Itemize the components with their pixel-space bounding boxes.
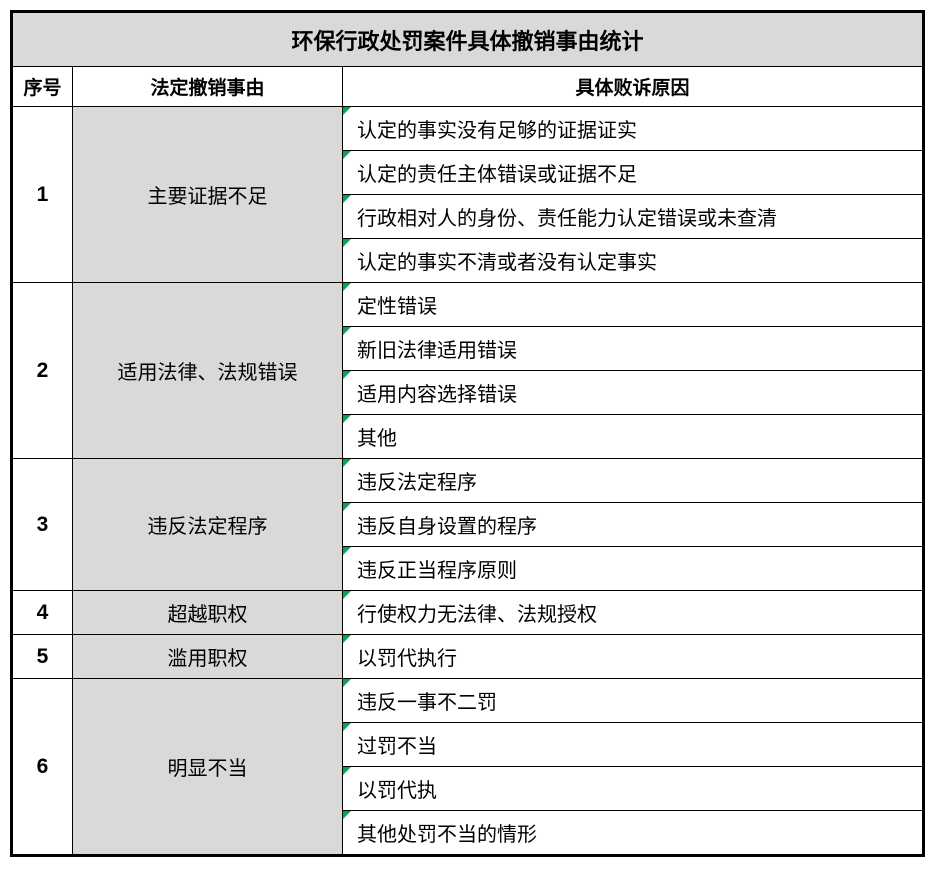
corner-marker-icon (343, 107, 351, 115)
category-cell: 适用法律、法规错误 (73, 283, 343, 459)
reason-text: 以罚代执行 (357, 642, 457, 671)
corner-marker-icon (343, 371, 351, 379)
header-row: 序号 法定撤销事由 具体败诉原因 (13, 67, 923, 107)
reason-cell: 新旧法律适用错误 (343, 327, 923, 371)
seq-cell: 5 (13, 635, 73, 679)
corner-marker-icon (343, 503, 351, 511)
reason-cell: 认定的责任主体错误或证据不足 (343, 151, 923, 195)
reason-text: 认定的责任主体错误或证据不足 (357, 158, 637, 187)
corner-marker-icon (343, 239, 351, 247)
category-text: 违反法定程序 (148, 510, 268, 539)
reason-cell: 违反自身设置的程序 (343, 503, 923, 547)
seq-cell: 4 (13, 591, 73, 635)
category-text: 明显不当 (168, 752, 248, 781)
seq-text: 2 (37, 359, 49, 383)
header-reason: 具体败诉原因 (343, 67, 923, 107)
table-row: 6 明显不当 违反一事不二罚 (13, 679, 923, 723)
table-row: 3 违反法定程序 违反法定程序 (13, 459, 923, 503)
seq-text: 6 (37, 755, 49, 779)
reason-cell: 认定的事实没有足够的证据证实 (343, 107, 923, 151)
reason-text: 以罚代执 (357, 774, 437, 803)
reason-text: 适用内容选择错误 (357, 378, 517, 407)
category-cell: 违反法定程序 (73, 459, 343, 591)
seq-cell: 6 (13, 679, 73, 855)
category-text: 适用法律、法规错误 (118, 356, 298, 385)
category-text: 滥用职权 (168, 642, 248, 671)
corner-marker-icon (343, 723, 351, 731)
category-text: 主要证据不足 (148, 180, 268, 209)
corner-marker-icon (343, 811, 351, 819)
table-row: 1 主要证据不足 认定的事实没有足够的证据证实 (13, 107, 923, 151)
reason-cell: 违反一事不二罚 (343, 679, 923, 723)
reason-text: 违反一事不二罚 (357, 686, 497, 715)
reason-text: 违反法定程序 (357, 466, 477, 495)
category-cell: 超越职权 (73, 591, 343, 635)
reason-text: 定性错误 (357, 290, 437, 319)
table-row: 4 超越职权 行使权力无法律、法规授权 (13, 591, 923, 635)
seq-text: 3 (37, 513, 49, 537)
reason-text: 行政相对人的身份、责任能力认定错误或未查清 (357, 202, 777, 231)
header-category: 法定撤销事由 (73, 67, 343, 107)
reason-cell: 行政相对人的身份、责任能力认定错误或未查清 (343, 195, 923, 239)
reason-text: 其他 (357, 422, 397, 451)
category-text: 超越职权 (168, 598, 248, 627)
title-text: 环保行政处罚案件具体撤销事由统计 (291, 24, 643, 56)
seq-cell: 1 (13, 107, 73, 283)
reason-text: 新旧法律适用错误 (357, 334, 517, 363)
corner-marker-icon (343, 459, 351, 467)
reason-cell: 其他 (343, 415, 923, 459)
reason-cell: 以罚代执 (343, 767, 923, 811)
corner-marker-icon (343, 283, 351, 291)
title-row: 环保行政处罚案件具体撤销事由统计 (13, 13, 923, 67)
category-cell: 主要证据不足 (73, 107, 343, 283)
reason-cell: 其他处罚不当的情形 (343, 811, 923, 855)
header-seq-text: 序号 (23, 73, 61, 100)
reason-cell: 违反正当程序原则 (343, 547, 923, 591)
table-row: 2 适用法律、法规错误 定性错误 (13, 283, 923, 327)
reason-text: 违反自身设置的程序 (357, 510, 537, 539)
seq-cell: 3 (13, 459, 73, 591)
reason-text: 行使权力无法律、法规授权 (357, 598, 597, 627)
table-row: 5 滥用职权 以罚代执行 (13, 635, 923, 679)
corner-marker-icon (343, 767, 351, 775)
reason-text: 过罚不当 (357, 730, 437, 759)
reason-text: 其他处罚不当的情形 (357, 818, 537, 847)
reason-cell: 适用内容选择错误 (343, 371, 923, 415)
header-reason-text: 具体败诉原因 (575, 73, 689, 100)
corner-marker-icon (343, 327, 351, 335)
corner-marker-icon (343, 635, 351, 643)
seq-text: 5 (37, 645, 49, 669)
header-seq: 序号 (13, 67, 73, 107)
reason-text: 认定的事实不清或者没有认定事实 (357, 246, 657, 275)
header-category-text: 法定撤销事由 (150, 73, 264, 100)
reason-text: 认定的事实没有足够的证据证实 (357, 114, 637, 143)
category-cell: 明显不当 (73, 679, 343, 855)
corner-marker-icon (343, 679, 351, 687)
reason-cell: 以罚代执行 (343, 635, 923, 679)
reason-cell: 认定的事实不清或者没有认定事实 (343, 239, 923, 283)
reason-cell: 过罚不当 (343, 723, 923, 767)
corner-marker-icon (343, 151, 351, 159)
corner-marker-icon (343, 415, 351, 423)
reason-cell: 行使权力无法律、法规授权 (343, 591, 923, 635)
table-title: 环保行政处罚案件具体撤销事由统计 (13, 13, 923, 67)
reason-cell: 定性错误 (343, 283, 923, 327)
seq-text: 1 (37, 183, 49, 207)
reason-cell: 违反法定程序 (343, 459, 923, 503)
table-container: 环保行政处罚案件具体撤销事由统计 序号 法定撤销事由 具体败诉原因 1 主要证据… (10, 10, 925, 857)
reason-text: 违反正当程序原则 (357, 554, 517, 583)
corner-marker-icon (343, 547, 351, 555)
corner-marker-icon (343, 195, 351, 203)
revocation-statistics-table: 环保行政处罚案件具体撤销事由统计 序号 法定撤销事由 具体败诉原因 1 主要证据… (12, 12, 923, 855)
corner-marker-icon (343, 591, 351, 599)
seq-cell: 2 (13, 283, 73, 459)
seq-text: 4 (37, 601, 49, 625)
category-cell: 滥用职权 (73, 635, 343, 679)
